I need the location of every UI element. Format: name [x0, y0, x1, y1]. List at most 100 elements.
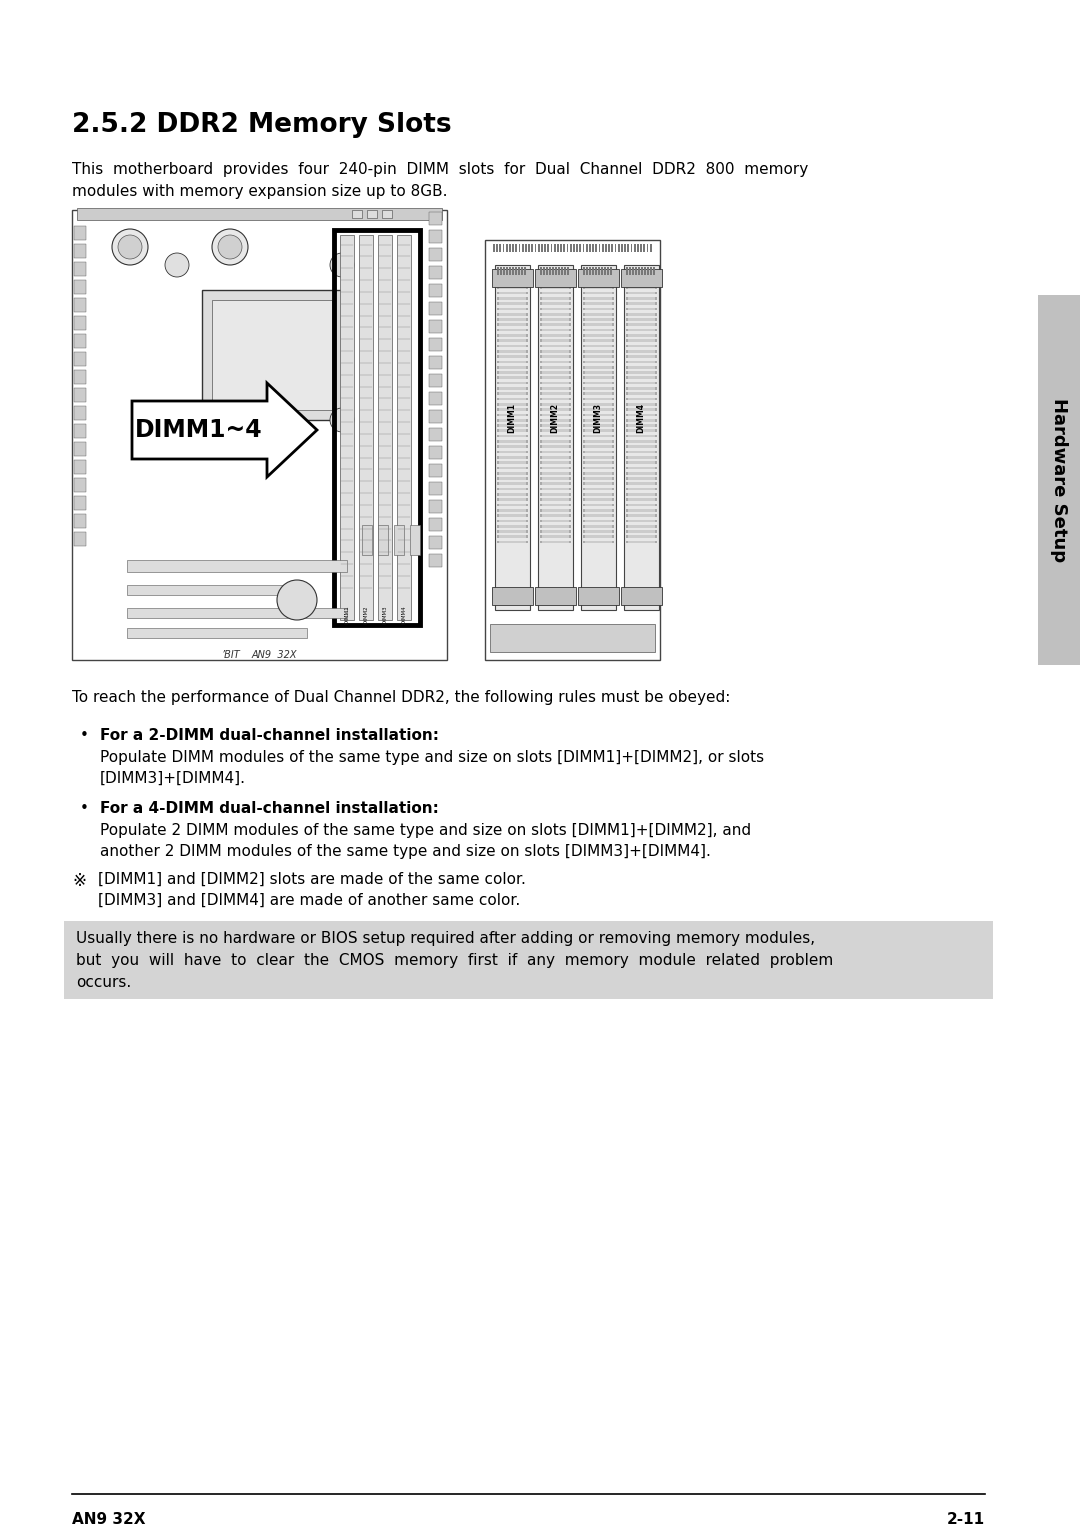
Bar	[583, 339, 615, 342]
Bar	[509, 268, 511, 275]
Bar	[540, 492, 571, 495]
Bar	[499, 313, 526, 315]
Bar	[627, 365, 654, 368]
Bar	[497, 281, 528, 284]
Bar	[583, 281, 615, 284]
Bar	[626, 477, 657, 480]
Bar	[499, 361, 526, 364]
Bar	[521, 268, 523, 275]
Bar	[528, 245, 530, 252]
Bar	[540, 462, 571, 463]
Text: occurs.: occurs.	[76, 976, 132, 989]
Bar	[583, 344, 615, 347]
Bar	[626, 492, 657, 495]
Bar	[585, 492, 612, 495]
Bar	[542, 514, 569, 517]
Bar	[627, 524, 654, 528]
Bar	[540, 376, 571, 379]
Bar	[1038, 295, 1080, 665]
Bar	[540, 466, 571, 469]
Bar	[497, 292, 528, 294]
Bar	[410, 524, 420, 555]
Bar	[592, 268, 594, 275]
Text: To reach the performance of Dual Channel DDR2, the following rules must be obeye: To reach the performance of Dual Channel…	[72, 690, 730, 705]
Bar	[496, 245, 498, 252]
Bar	[75, 261, 86, 277]
Bar	[497, 492, 528, 495]
Text: [DIMM3] and [DIMM4] are made of another same color.: [DIMM3] and [DIMM4] are made of another …	[98, 893, 521, 908]
Bar	[497, 350, 528, 353]
Bar	[429, 537, 442, 549]
Bar	[499, 509, 526, 512]
Bar	[499, 387, 526, 390]
Text: DIMM1: DIMM1	[345, 605, 350, 624]
Bar	[334, 229, 420, 625]
Bar	[585, 350, 612, 353]
Bar	[626, 462, 657, 463]
Bar	[429, 320, 442, 333]
Bar	[626, 333, 657, 336]
Circle shape	[165, 408, 189, 433]
Bar	[579, 245, 581, 252]
Polygon shape	[132, 382, 318, 477]
Bar	[515, 268, 517, 275]
Bar	[542, 393, 569, 394]
Bar	[627, 483, 654, 485]
Bar	[578, 269, 619, 287]
Text: but  you  will  have  to  clear  the  CMOS  memory  first  if  any  memory  modu: but you will have to clear the CMOS memo…	[76, 953, 834, 968]
Bar	[583, 361, 615, 364]
Bar	[626, 430, 657, 433]
Bar	[627, 531, 654, 532]
Bar	[540, 393, 571, 394]
Bar	[583, 492, 615, 495]
Bar	[75, 388, 86, 402]
Bar	[627, 361, 654, 364]
Bar	[624, 265, 659, 610]
Bar	[583, 307, 615, 310]
Bar	[621, 245, 623, 252]
Bar	[627, 472, 654, 474]
Circle shape	[218, 235, 242, 258]
Text: ’BIT: ’BIT	[222, 650, 241, 661]
Bar	[583, 445, 615, 448]
Bar	[497, 387, 528, 390]
Bar	[397, 235, 411, 619]
Bar	[367, 209, 377, 219]
Bar	[499, 483, 526, 485]
Bar	[627, 297, 654, 300]
Bar	[627, 292, 654, 294]
Bar	[542, 365, 569, 368]
Bar	[497, 430, 528, 433]
Bar	[626, 329, 657, 332]
Bar	[552, 268, 554, 275]
Bar	[564, 268, 566, 275]
Bar	[540, 355, 571, 358]
Bar	[626, 355, 657, 358]
Text: AN9  32X: AN9 32X	[252, 650, 297, 661]
Bar	[499, 404, 526, 405]
Text: DIMM3: DIMM3	[594, 404, 603, 433]
Bar	[500, 268, 502, 275]
Bar	[583, 303, 615, 304]
Bar	[583, 324, 615, 326]
Bar	[499, 333, 526, 336]
Text: another 2 DIMM modules of the same type and size on slots [DIMM3]+[DIMM4].: another 2 DIMM modules of the same type …	[100, 844, 711, 859]
Bar	[626, 451, 657, 453]
Bar	[605, 245, 607, 252]
Bar	[499, 329, 526, 332]
Bar	[585, 382, 612, 384]
Text: Hardware Setup: Hardware Setup	[1050, 398, 1068, 563]
Bar	[497, 372, 528, 373]
Bar	[495, 265, 530, 610]
Bar	[598, 268, 600, 275]
Bar	[583, 329, 615, 332]
Bar	[202, 291, 342, 420]
Bar	[497, 419, 528, 422]
Text: Usually there is no hardware or BIOS setup required after adding or removing mem: Usually there is no hardware or BIOS set…	[76, 931, 815, 946]
Bar	[382, 209, 392, 219]
Bar	[583, 387, 615, 390]
Bar	[499, 514, 526, 517]
Bar	[127, 628, 307, 638]
Bar	[505, 245, 508, 252]
Bar	[540, 503, 571, 506]
